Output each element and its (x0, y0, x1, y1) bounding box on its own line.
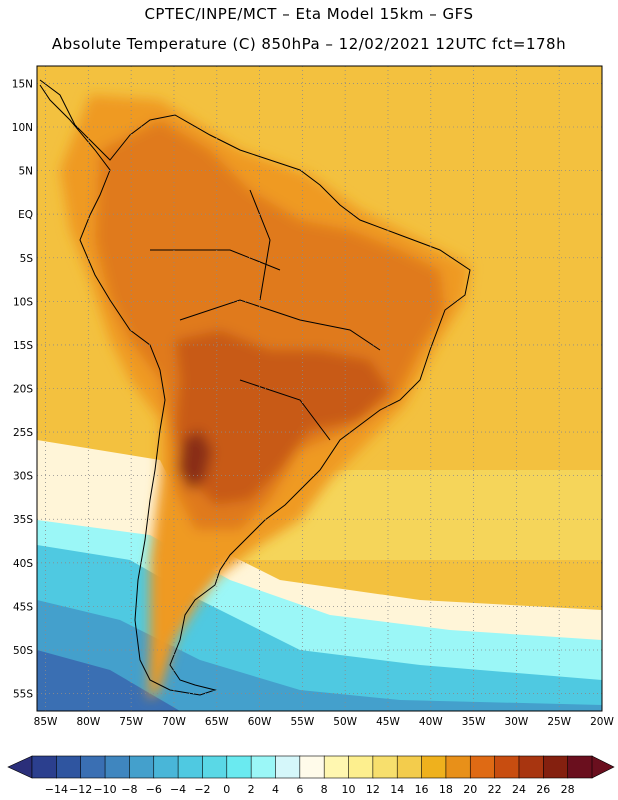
lon-label: 70W (162, 716, 186, 728)
colorbar-segment (104, 755, 130, 779)
colorbar-segment (177, 755, 204, 779)
colorbar-label: −8 (121, 783, 137, 796)
colorbar-label: 20 (463, 783, 477, 796)
lat-label: 30S (13, 471, 33, 483)
colorbar-label: 4 (272, 783, 279, 796)
lon-label: 85W (34, 716, 58, 728)
colorbar-segment (250, 755, 277, 779)
lon-label: 80W (76, 716, 100, 728)
coastline (39, 79, 471, 696)
lon-label: 25W (547, 716, 571, 728)
colorbar-label: −14 (45, 783, 68, 796)
colorbar-label: 16 (415, 783, 429, 796)
latitude-labels: 15N 10N 5N EQ 5S 10S 15S 20S 25S 30S 35S 40S 45S 50S 5… (12, 78, 34, 700)
colorbar-segment (518, 755, 544, 779)
lat-label: 15S (13, 340, 33, 352)
lat-label: 5N (18, 166, 33, 178)
lon-label: 65W (205, 716, 229, 728)
lon-label: 55W (291, 716, 315, 728)
lat-label: 10N (12, 122, 33, 134)
lat-label: EQ (18, 209, 33, 221)
colorbar-segment (299, 755, 325, 779)
colorbar-segment (153, 755, 179, 779)
colorbar-label: −4 (170, 783, 186, 796)
colorbar-label: −10 (93, 783, 116, 796)
colorbar-segment (567, 755, 593, 779)
lon-label: 20W (590, 716, 614, 728)
lon-label: 60W (248, 716, 272, 728)
cold-band-3 (37, 600, 602, 711)
colorbar-segment (226, 755, 252, 779)
colorbar-label: −6 (146, 783, 162, 796)
map-frame (36, 65, 603, 712)
lon-label: 35W (462, 716, 486, 728)
colorbar-label: 10 (342, 783, 356, 796)
lon-label: 50W (333, 716, 357, 728)
colorbar-segment (202, 755, 228, 779)
colorbar-right-arrow (591, 755, 615, 779)
colorbar-segment (421, 755, 447, 779)
longitude-labels: 85W 80W 75W 70W 65W 60W 55W 50W 45W 40W 35W 30W 25W 2… (34, 716, 615, 728)
lat-label: 20S (13, 384, 33, 396)
lat-label: 50S (13, 645, 33, 657)
colorbar-segment (323, 755, 350, 779)
lat-label: 45S (13, 601, 33, 613)
lat-label: 25S (13, 427, 33, 439)
lat-label: 40S (13, 558, 33, 570)
land-hotter-area (175, 330, 390, 505)
colorbar-segment (494, 755, 520, 779)
cold-band-4 (37, 650, 180, 711)
colorbar-segment (31, 755, 57, 779)
lon-label: 30W (505, 716, 529, 728)
lat-label: 15N (12, 78, 33, 90)
colorbar-label: 18 (439, 783, 453, 796)
colorbar-segment (445, 755, 471, 779)
colorbar-label: 0 (223, 783, 230, 796)
chart-title-line1: CPTEC/INPE/MCT – Eta Model 15km – GFS (144, 5, 474, 23)
colorbar-label: 12 (366, 783, 380, 796)
colorbar (7, 755, 615, 779)
colorbar-label: 6 (296, 783, 303, 796)
colorbar-left-arrow (7, 755, 33, 779)
lon-label: 45W (376, 716, 400, 728)
lat-label: 10S (13, 296, 33, 308)
colorbar-label: 2 (248, 783, 255, 796)
colorbar-segment (275, 755, 301, 779)
colorbar-labels: −14 −12 −10 −8 −6 −4 −2 0 2 4 6 8 10 12 14 16 18 20 22 24 26… (45, 783, 575, 796)
colorbar-segment (396, 755, 423, 779)
colorbar-segment (469, 755, 496, 779)
colorbar-label: 26 (536, 783, 550, 796)
colorbar-label: 8 (321, 783, 328, 796)
colorbar-label: 22 (488, 783, 502, 796)
lon-label: 40W (419, 716, 443, 728)
temperature-field (37, 66, 602, 711)
colorbar-segment (543, 755, 569, 779)
chart-title-line2: Absolute Temperature (C) 850hPa – 12/02/… (51, 35, 567, 53)
colorbar-label: 14 (390, 783, 404, 796)
colorbar-label: −2 (194, 783, 210, 796)
colorbar-segment (372, 755, 398, 779)
colorbar-segment (129, 755, 155, 779)
lat-label: 5S (20, 253, 34, 265)
land-hottest-area (178, 430, 212, 490)
lat-label: 35S (13, 514, 33, 526)
lon-label: 75W (119, 716, 143, 728)
colorbar-segment (80, 755, 106, 779)
colorbar-label: 28 (561, 783, 575, 796)
colorbar-label: 24 (512, 783, 526, 796)
lat-label: 55S (13, 689, 33, 701)
colorbar-label: −12 (69, 783, 92, 796)
colorbar-segment (56, 755, 82, 779)
colorbar-segment (348, 755, 374, 779)
continent-temperature (60, 95, 470, 700)
